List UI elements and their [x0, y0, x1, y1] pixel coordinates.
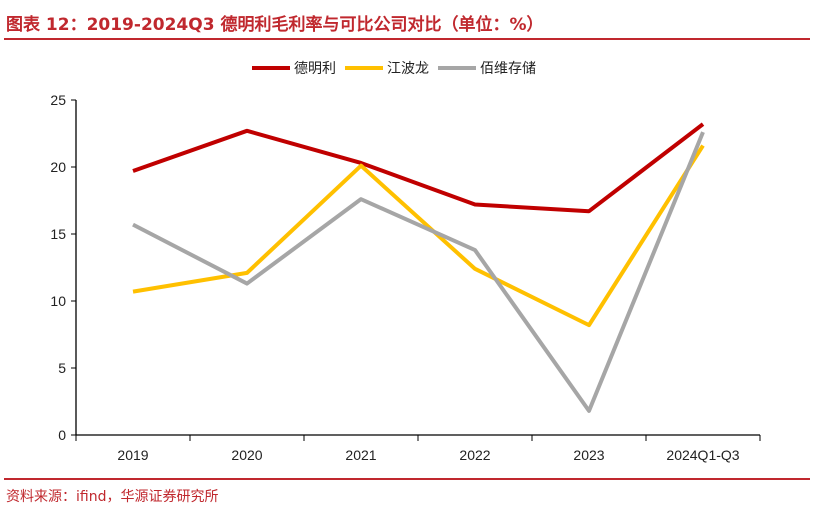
- source-note: 资料来源：ifind，华源证券研究所: [6, 489, 219, 505]
- series-line-德明利: [132, 122, 705, 214]
- series-line-佰维存储: [132, 131, 705, 413]
- y-tick-label: 0: [58, 427, 66, 443]
- x-tick-label: 2021: [345, 447, 376, 463]
- chart-title: 图表 12：2019-2024Q3 德明利毛利率与可比公司对比（单位：%）: [6, 15, 544, 35]
- y-tick-label: 25: [50, 92, 66, 108]
- x-tick-label: 2019: [117, 447, 148, 463]
- legend-label: 德明利: [294, 61, 336, 77]
- y-tick-label: 5: [58, 360, 66, 376]
- legend-label: 江波龙: [387, 61, 429, 77]
- y-tick-label: 15: [50, 226, 66, 242]
- source-divider: [4, 478, 810, 480]
- y-tick-label: 20: [50, 159, 66, 175]
- x-tick-label: 2024Q1-Q3: [666, 447, 739, 463]
- legend-label: 佰维存储: [480, 61, 536, 77]
- title-divider: [4, 38, 810, 40]
- x-tick-label: 2022: [459, 447, 490, 463]
- x-tick-label: 2023: [573, 447, 604, 463]
- series-line-江波龙: [132, 144, 705, 328]
- y-tick-label: 10: [50, 293, 66, 309]
- x-tick-label: 2020: [231, 447, 262, 463]
